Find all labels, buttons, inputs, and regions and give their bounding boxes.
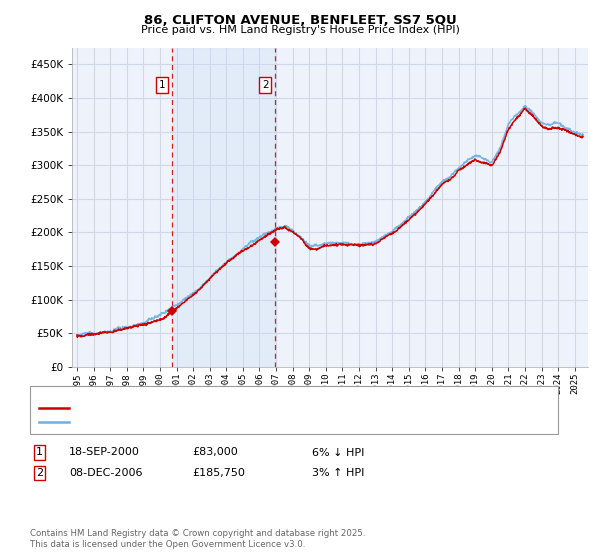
Text: 86, CLIFTON AVENUE, BENFLEET, SS7 5QU (semi-detached house): 86, CLIFTON AVENUE, BENFLEET, SS7 5QU (s… (75, 403, 398, 413)
Text: £83,000: £83,000 (192, 447, 238, 458)
Text: 2: 2 (262, 80, 268, 90)
Text: 86, CLIFTON AVENUE, BENFLEET, SS7 5QU: 86, CLIFTON AVENUE, BENFLEET, SS7 5QU (143, 14, 457, 27)
Bar (172, 48, 275, 367)
Text: 1: 1 (36, 447, 43, 458)
Text: Contains HM Land Registry data © Crown copyright and database right 2025.
This d: Contains HM Land Registry data © Crown c… (30, 529, 365, 549)
Text: Price paid vs. HM Land Registry's House Price Index (HPI): Price paid vs. HM Land Registry's House … (140, 25, 460, 35)
Text: £185,750: £185,750 (192, 468, 245, 478)
Text: 1: 1 (158, 80, 165, 90)
Text: 08-DEC-2006: 08-DEC-2006 (69, 468, 143, 478)
Text: 3% ↑ HPI: 3% ↑ HPI (312, 468, 364, 478)
Text: 18-SEP-2000: 18-SEP-2000 (69, 447, 140, 458)
Text: HPI: Average price, semi-detached house, Castle Point: HPI: Average price, semi-detached house,… (75, 417, 341, 427)
Text: 6% ↓ HPI: 6% ↓ HPI (312, 447, 364, 458)
Text: 2: 2 (36, 468, 43, 478)
